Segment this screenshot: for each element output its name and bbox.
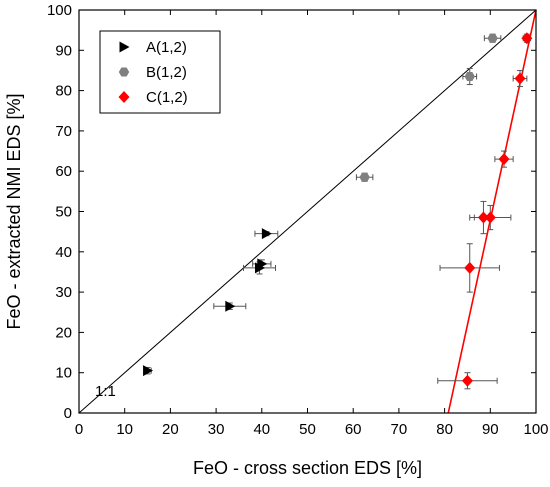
tick-labels: 0 10 20 30 40 50 60 70 80 90 100 0 10 20 30 40 50 60 70 80 9… xyxy=(47,2,549,438)
y-tick-label: 0 xyxy=(64,405,72,422)
data-point xyxy=(225,300,236,312)
legend-label: C(1,2) xyxy=(146,89,188,106)
x-tick-label: 10 xyxy=(116,421,133,438)
data-point xyxy=(514,72,526,85)
data-point xyxy=(464,71,475,81)
x-tick-label: 30 xyxy=(208,421,225,438)
identity-line-label: 1:1 xyxy=(95,383,116,400)
x-tick-label: 50 xyxy=(299,421,316,438)
legend-marker xyxy=(119,41,130,53)
y-tick-label: 50 xyxy=(55,204,72,221)
axis-ticks xyxy=(78,9,537,414)
x-tick-label: 80 xyxy=(436,421,453,438)
legend-marker xyxy=(118,67,130,77)
data-point xyxy=(461,374,473,387)
data-point xyxy=(521,32,533,45)
legend-label: A(1,2) xyxy=(146,39,187,56)
data-point xyxy=(498,153,510,166)
legend-label: B(1,2) xyxy=(146,64,187,81)
x-tick-label: 40 xyxy=(253,421,270,438)
data-point xyxy=(257,258,268,270)
y-axis-title: FeO - extracted NMI EDS [%] xyxy=(4,93,24,329)
data-point xyxy=(261,228,272,240)
x-tick-label: 60 xyxy=(345,421,362,438)
y-tick-label: 90 xyxy=(55,42,72,59)
data-point xyxy=(359,172,370,182)
data-point xyxy=(143,365,154,377)
y-tick-label: 80 xyxy=(55,83,72,100)
y-tick-label: 100 xyxy=(47,2,72,19)
y-tick-label: 30 xyxy=(55,284,72,301)
data-point xyxy=(464,261,476,274)
y-tick-label: 20 xyxy=(55,324,72,341)
y-tick-label: 10 xyxy=(55,365,72,382)
x-tick-label: 0 xyxy=(75,421,83,438)
identity-line xyxy=(78,9,537,414)
legend: A(1,2) B(1,2) C(1,2) xyxy=(99,30,221,114)
legend-marker xyxy=(118,91,130,103)
x-tick-label: 100 xyxy=(523,421,548,438)
data-point xyxy=(487,33,498,43)
data-point xyxy=(477,211,489,224)
y-tick-label: 40 xyxy=(55,244,72,261)
data-point xyxy=(484,211,496,224)
data-markers xyxy=(143,32,533,387)
x-tick-label: 20 xyxy=(162,421,179,438)
y-tick-label: 60 xyxy=(55,163,72,180)
y-tick-label: 70 xyxy=(55,123,72,140)
x-axis-title: FeO - cross section EDS [%] xyxy=(193,458,422,478)
x-tick-label: 90 xyxy=(482,421,499,438)
x-tick-label: 70 xyxy=(391,421,408,438)
